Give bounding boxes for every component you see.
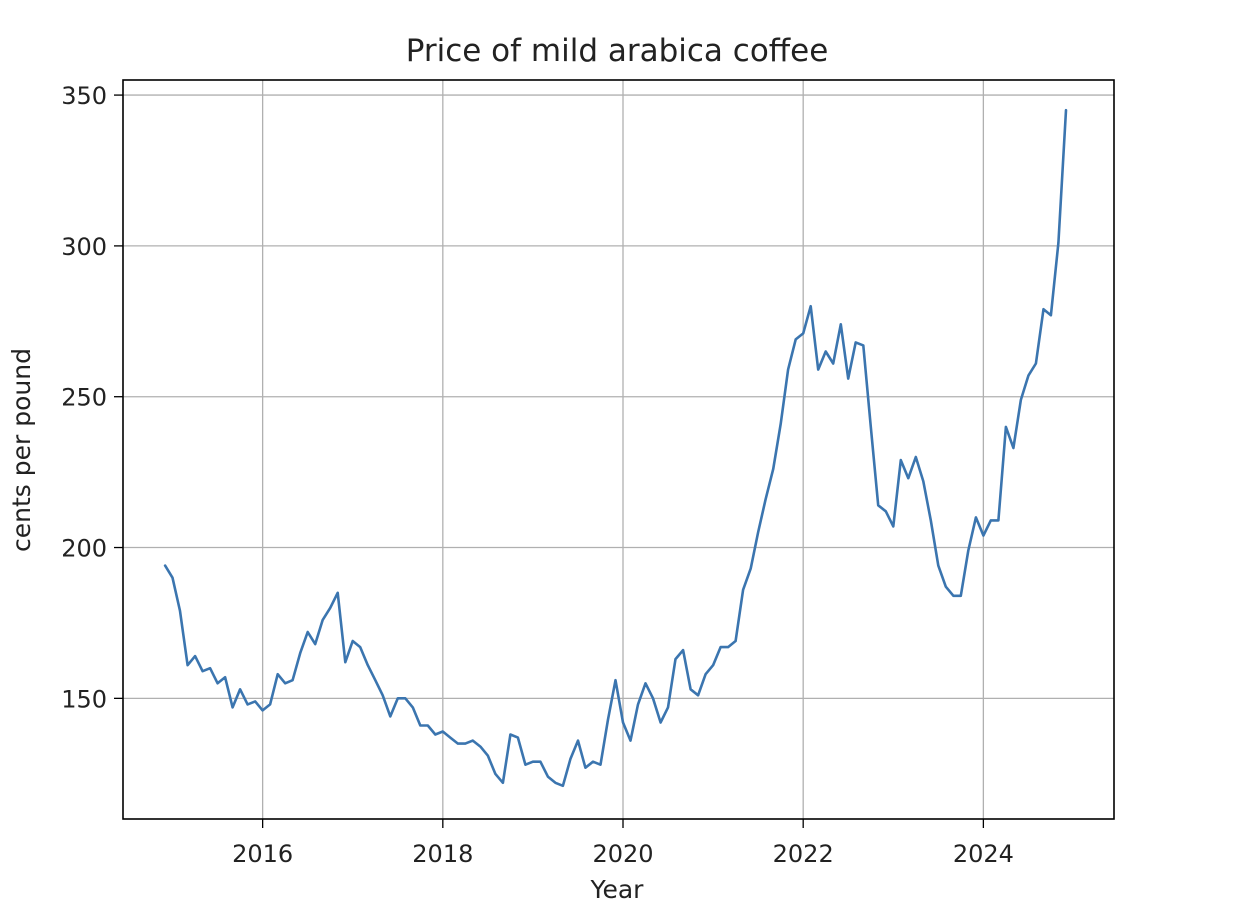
plot-area-frame [122, 79, 1115, 820]
y-axis-ticks: 150 200 250 300 350 [61, 82, 123, 713]
x-tick-label: 2024 [953, 840, 1014, 868]
x-tick-label: 2016 [232, 840, 293, 868]
y-tick-label: 200 [61, 535, 107, 563]
x-tick-label: 2018 [412, 840, 473, 868]
y-tick-label: 250 [61, 384, 107, 412]
y-tick-label: 350 [61, 82, 107, 110]
x-axis-label: Year [590, 875, 645, 904]
x-tick-label: 2020 [592, 840, 653, 868]
series-layer [163, 108, 1068, 788]
y-tick-label: 300 [61, 233, 107, 261]
chart-title: Price of mild arabica coffee [406, 33, 829, 69]
y-tick-label: 150 [61, 685, 107, 713]
y-axis-label: cents per pound [7, 348, 36, 552]
series-line [163, 108, 1068, 788]
x-tick-label: 2022 [773, 840, 834, 868]
x-axis-ticks: 2016 2018 2020 2022 2024 [232, 819, 1014, 868]
